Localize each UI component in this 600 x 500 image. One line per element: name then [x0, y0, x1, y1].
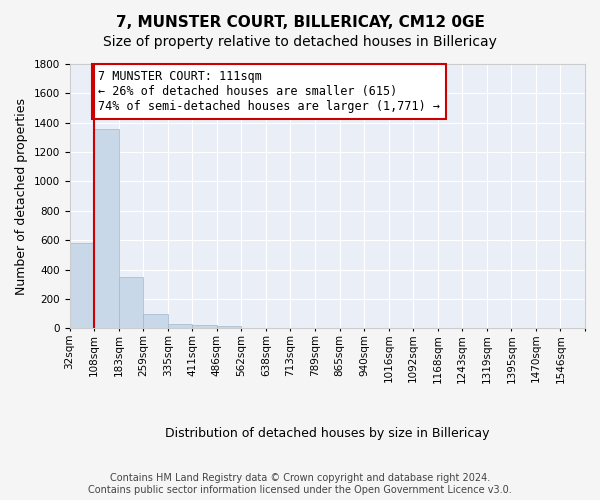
Bar [217, 326, 241, 328]
Text: 7, MUNSTER COURT, BILLERICAY, CM12 0GE: 7, MUNSTER COURT, BILLERICAY, CM12 0GE [116, 15, 484, 30]
Y-axis label: Number of detached properties: Number of detached properties [15, 98, 28, 294]
Bar [168, 324, 192, 328]
Text: 7 MUNSTER COURT: 111sqm
← 26% of detached houses are smaller (615)
74% of semi-d: 7 MUNSTER COURT: 111sqm ← 26% of detache… [98, 70, 440, 113]
Bar [94, 128, 119, 328]
Text: Contains HM Land Registry data © Crown copyright and database right 2024.
Contai: Contains HM Land Registry data © Crown c… [88, 474, 512, 495]
Bar [143, 314, 168, 328]
Bar [192, 326, 217, 328]
Bar [119, 277, 143, 328]
X-axis label: Distribution of detached houses by size in Billericay: Distribution of detached houses by size … [165, 427, 490, 440]
Bar [70, 243, 94, 328]
Text: Size of property relative to detached houses in Billericay: Size of property relative to detached ho… [103, 35, 497, 49]
